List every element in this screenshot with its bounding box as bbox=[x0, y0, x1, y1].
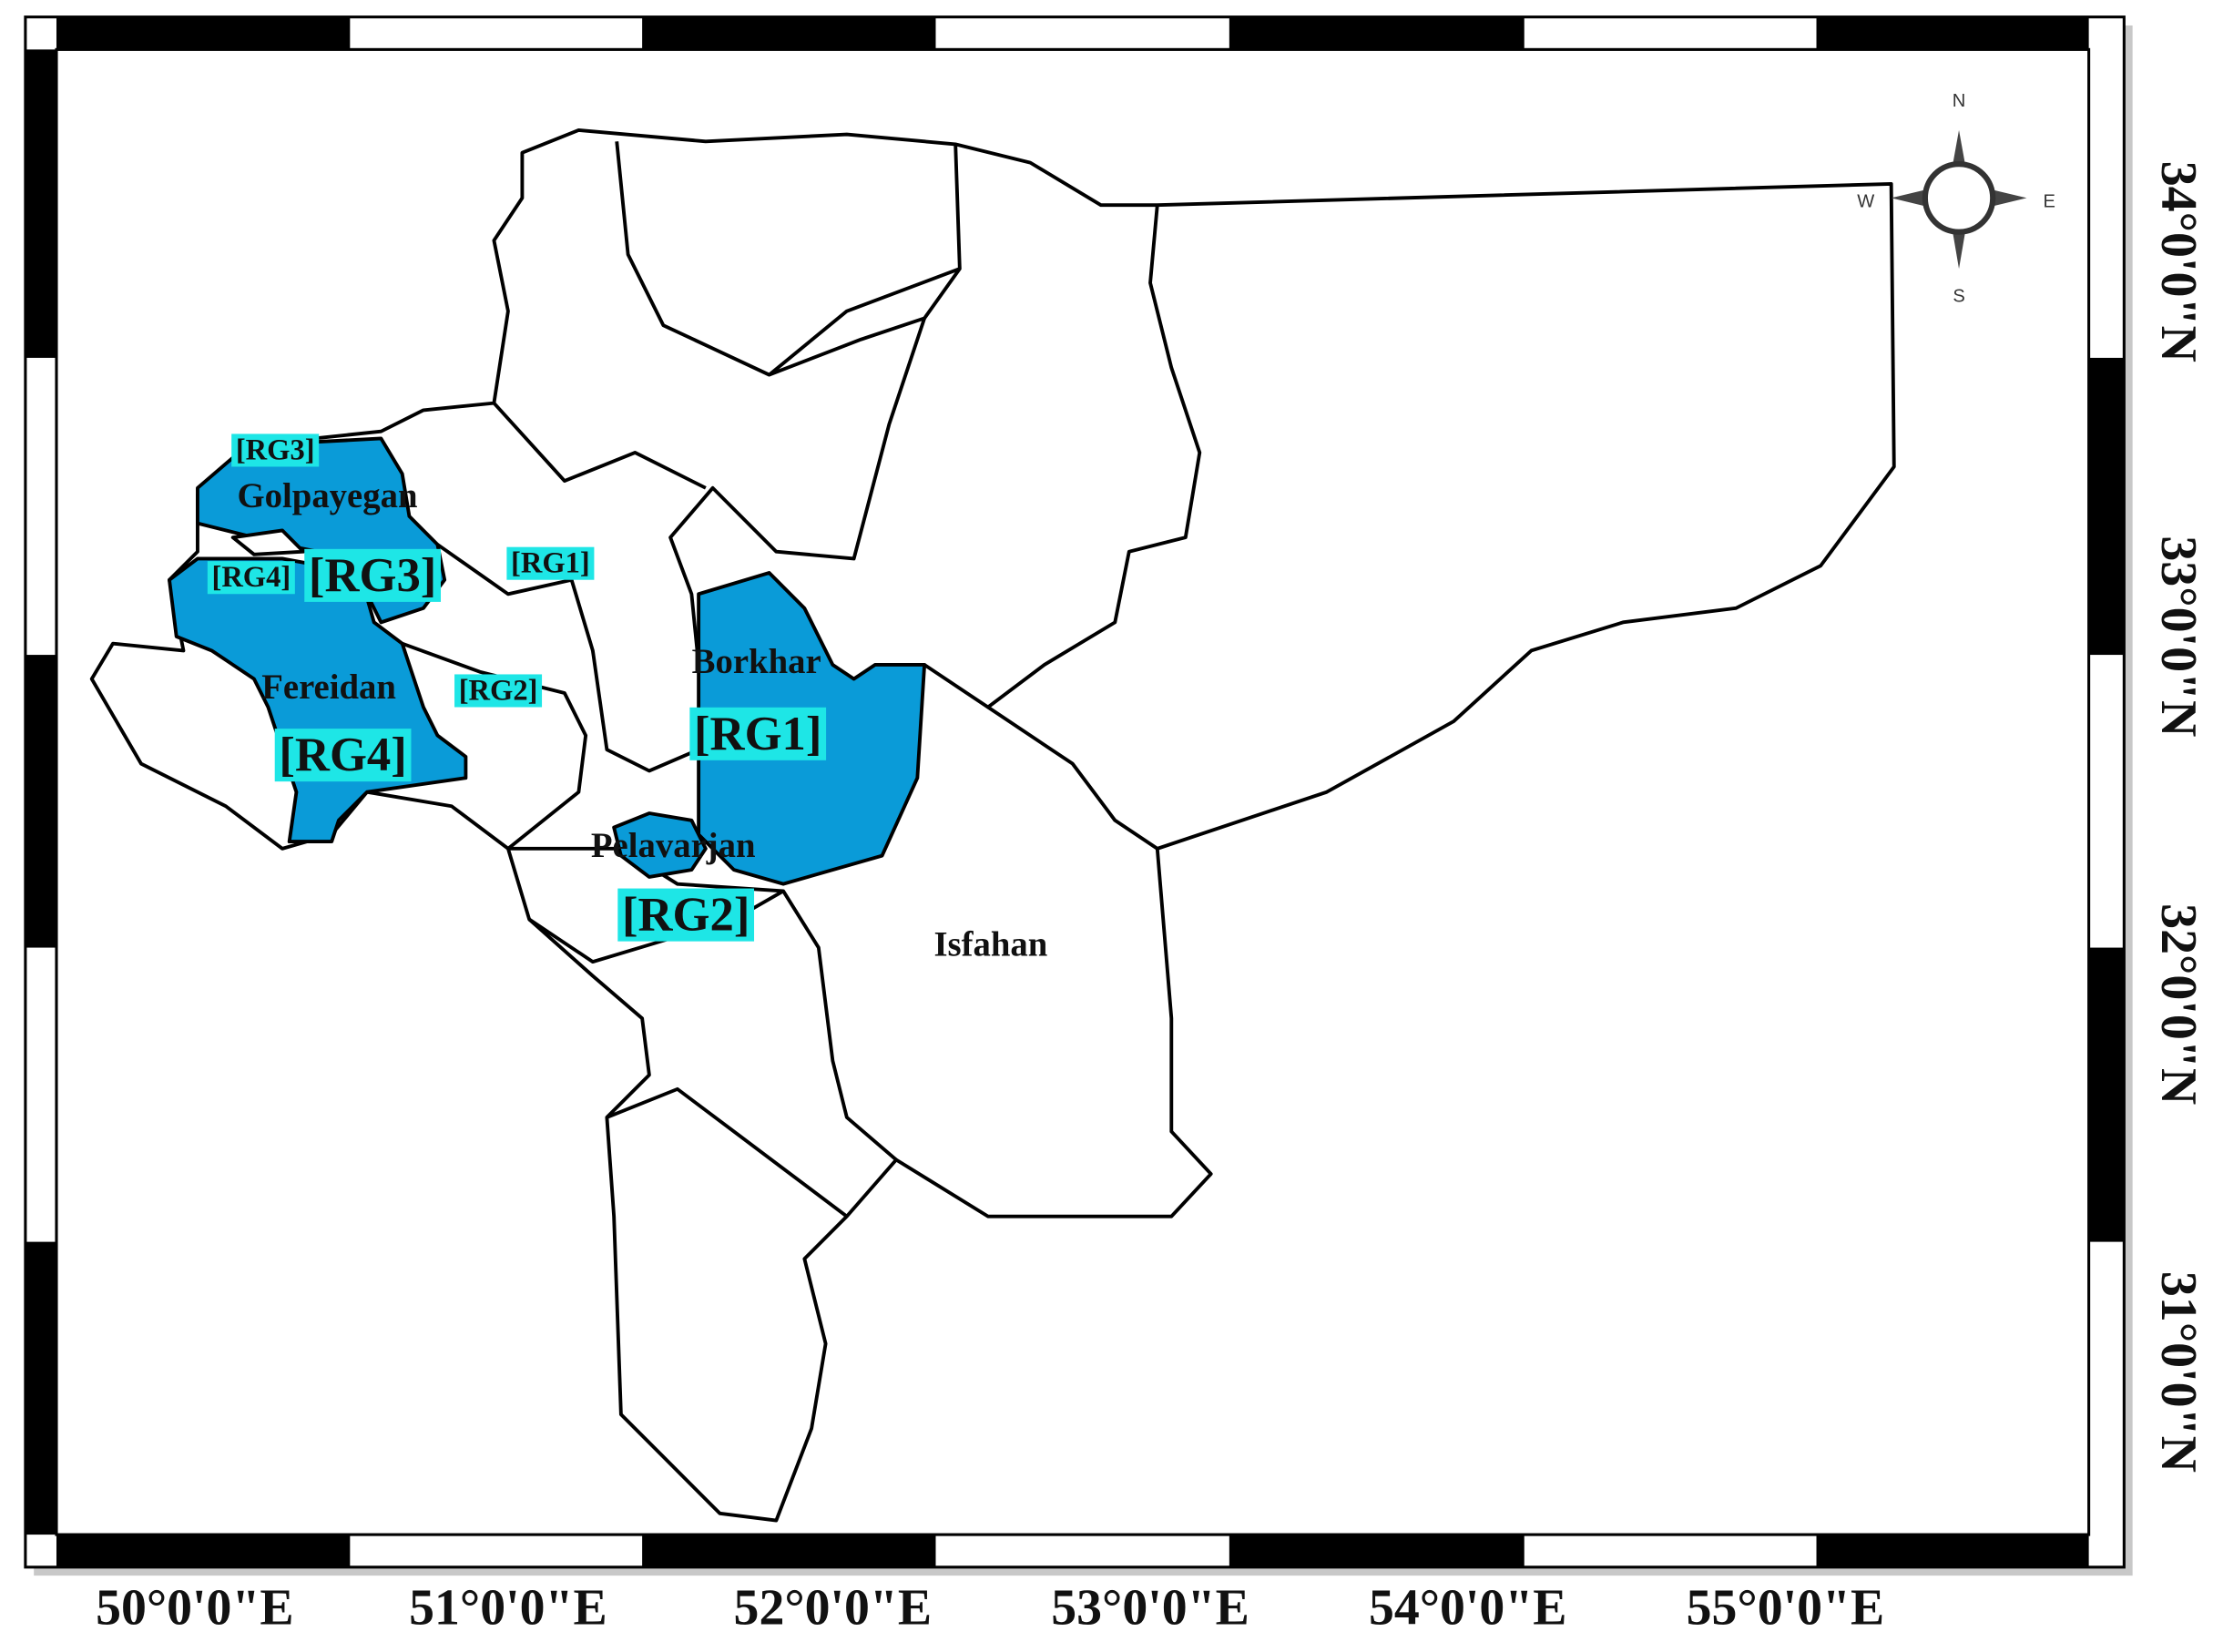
district-label: Golpayegan bbox=[238, 476, 418, 515]
district-label: Isfahan bbox=[934, 924, 1048, 964]
longitude-label: 52°0'0"E bbox=[734, 1579, 933, 1636]
region-tag: [RG4] bbox=[274, 729, 412, 782]
compass-letter: N bbox=[1953, 91, 1966, 111]
province bbox=[89, 127, 1896, 1523]
latitude-label: 33°0'0"N bbox=[2150, 535, 2207, 737]
district-boundaries bbox=[402, 141, 1202, 1219]
compass-letter: W bbox=[1857, 191, 1874, 211]
longitude-label: 51°0'0"E bbox=[409, 1579, 607, 1636]
tag-highlight bbox=[689, 707, 827, 760]
tag-label: [RG2] bbox=[459, 674, 538, 707]
longitude-label: 54°0'0"E bbox=[1369, 1579, 1567, 1636]
pelavarjan-area bbox=[612, 811, 708, 879]
tag-highlight bbox=[617, 888, 755, 942]
tag-highlight bbox=[454, 674, 543, 708]
longitude-label: 53°0'0"E bbox=[1051, 1579, 1249, 1636]
longitude-label: 50°0'0"E bbox=[96, 1579, 294, 1636]
tag-label: [RG3] bbox=[236, 433, 315, 466]
compass-letter: E bbox=[2044, 191, 2055, 211]
region-tag: [RG2] bbox=[454, 674, 543, 708]
tag-label: [RG1] bbox=[694, 708, 821, 760]
tag-highlight bbox=[274, 729, 412, 782]
region-tag: [RG4] bbox=[207, 561, 295, 595]
region-tag: [RG3] bbox=[304, 548, 442, 602]
tag-label: [RG4] bbox=[211, 561, 291, 594]
tag-highlight bbox=[231, 433, 320, 467]
tag-highlight bbox=[304, 548, 442, 602]
district-label: Borkhar bbox=[692, 642, 821, 681]
district-label: Pelavarjan bbox=[591, 826, 756, 865]
region-tag: [RG2] bbox=[617, 888, 755, 942]
tag-label: [RG1] bbox=[511, 547, 590, 580]
region-tag: [RG1] bbox=[689, 707, 827, 760]
tag-label: [RG2] bbox=[622, 889, 750, 942]
district-label: Fereidan bbox=[261, 668, 396, 707]
longitude-label: 55°0'0"E bbox=[1687, 1579, 1885, 1636]
compass-rose bbox=[1891, 129, 2027, 270]
tag-label: [RG3] bbox=[309, 549, 436, 602]
tag-highlight bbox=[506, 546, 595, 580]
frame-bars bbox=[25, 16, 2125, 1567]
latitude-label: 32°0'0"N bbox=[2150, 903, 2207, 1105]
compass-letter: S bbox=[1953, 286, 1964, 306]
tag-label: [RG4] bbox=[279, 729, 406, 781]
region-tag: [RG3] bbox=[231, 433, 320, 467]
region-tag: [RG1] bbox=[506, 546, 595, 580]
latitude-label: 34°0'0"N bbox=[2150, 161, 2207, 362]
latitude-label: 31°0'0"N bbox=[2150, 1271, 2207, 1473]
tag-highlight bbox=[207, 561, 295, 595]
golpayegan-hole bbox=[230, 528, 306, 556]
